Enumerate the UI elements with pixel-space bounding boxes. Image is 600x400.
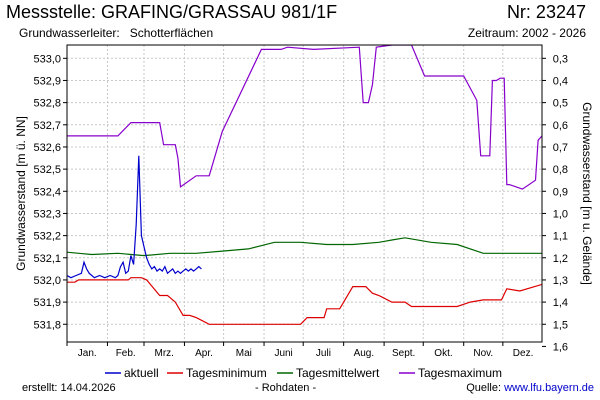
- month-label: Aug.: [354, 348, 375, 359]
- tick-label-left: 532,3: [33, 208, 61, 220]
- tick-label-left: 532,8: [33, 98, 61, 110]
- tick-label-left: 532,7: [33, 120, 61, 132]
- source: Quelle: www.lfu.bayern.de: [466, 382, 594, 394]
- tick-label-right: 1,1: [553, 231, 568, 243]
- month-label: Juni: [274, 348, 292, 359]
- tick-label-right: 1,4: [553, 297, 568, 309]
- tick-label-right: 1,2: [553, 253, 568, 265]
- legend-label-aktuell: aktuell: [124, 366, 159, 380]
- month-label: Dez.: [513, 348, 534, 359]
- tick-label-right: 0,6: [553, 120, 568, 132]
- series-aktuell: [67, 155, 202, 279]
- tick-label-right: 0,3: [553, 53, 568, 65]
- legend-label-min: Tagesminimum: [186, 366, 267, 380]
- tick-label-left: 532,6: [33, 142, 61, 154]
- station-number: Nr: 23247: [506, 2, 586, 22]
- series-min: [67, 277, 542, 325]
- tick-label-right: 0,5: [553, 98, 568, 110]
- plot-frame: [66, 44, 543, 343]
- aquifer-label: Grundwasserleiter:: [19, 26, 120, 40]
- source-link[interactable]: www.lfu.bayern.de: [504, 382, 594, 394]
- tick-label-left: 532,1: [33, 253, 61, 265]
- tick-label-left: 532,9: [33, 75, 61, 87]
- grid: [67, 45, 542, 342]
- tick-label-left: 533,0: [33, 53, 61, 65]
- raw-data-note: - Rohdaten -: [255, 382, 317, 394]
- tick-label-right: 1,3: [553, 275, 568, 287]
- aquifer-value: Schotterflächen: [129, 26, 214, 40]
- series-max: [67, 45, 542, 190]
- legend-label-mean: Tagesmittelwert: [296, 366, 380, 380]
- tick-label-right: 1,0: [553, 208, 568, 220]
- page-title: Messstelle: GRAFING/GRASSAU 981/1F: [6, 2, 338, 22]
- axis-left: 531,8 531,9 532,0 532,1 532,2 532,3 532,4 532,5…: [33, 53, 67, 331]
- tick-label-right: 0,9: [553, 186, 568, 198]
- tick-label-left: 531,8: [33, 319, 61, 331]
- tick-label-left: 532,4: [33, 186, 61, 198]
- month-label: Apr.: [195, 348, 213, 359]
- month-label: Juli: [316, 348, 331, 359]
- aquifer-info: Grundwasserleiter: Schotterflächen: [19, 26, 213, 40]
- tick-label-right: 1,6: [553, 341, 568, 353]
- tick-label-right: 0,8: [553, 164, 568, 176]
- source-label: Quelle:: [466, 382, 505, 394]
- tick-label-right: 0,4: [553, 75, 568, 87]
- y-axis-label-left: Grundwasserstand [m ü. NN]: [14, 116, 28, 271]
- month-label: Mai: [236, 348, 252, 359]
- series-mean: [67, 237, 542, 257]
- month-label: Sept.: [392, 348, 415, 359]
- created-date: erstellt: 14.04.2026: [22, 382, 116, 394]
- series-layer: [67, 45, 542, 325]
- tick-label-right: 0,7: [553, 142, 568, 154]
- axis-right: 0,3 0,4 0,5 0,6 0,7 0,8 0,9 1,0 1,1 1,2 1,3 1,4 1,5 1…: [542, 53, 568, 353]
- legend-label-max: Tagesmaximum: [418, 366, 502, 380]
- tick-label-right: 1,5: [553, 319, 568, 331]
- tick-label-left: 532,0: [33, 275, 61, 287]
- month-label: Jan.: [78, 348, 97, 359]
- tick-label-left: 532,2: [33, 231, 61, 243]
- legend: aktuell Tagesminimum Tagesmittelwert Tagesm…: [105, 366, 502, 380]
- month-label: Mrz.: [154, 348, 173, 359]
- tick-label-left: 532,5: [33, 164, 61, 176]
- month-label: Okt.: [434, 348, 452, 359]
- tick-label-left: 531,9: [33, 297, 61, 309]
- period-label: Zeitraum: 2002 - 2026: [467, 26, 586, 40]
- axis-x: Jan. Feb. Mrz. Apr. Mai Juni Juli Aug. Sept. Okt.…: [66, 342, 534, 359]
- month-label: Nov.: [473, 348, 493, 359]
- y-axis-label-right: Grundwasserstand [m u. Gelände]: [580, 102, 594, 285]
- month-label: Feb.: [116, 348, 136, 359]
